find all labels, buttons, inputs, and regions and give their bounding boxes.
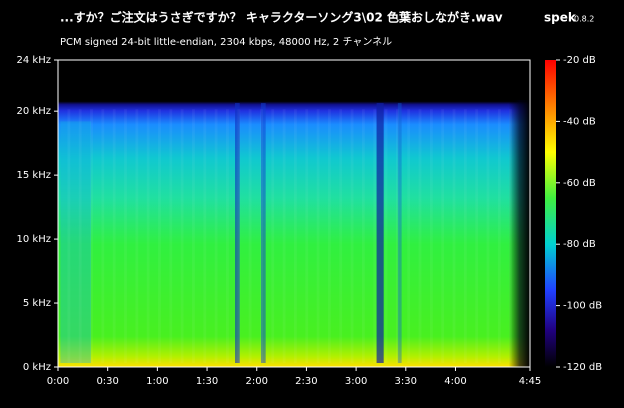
x-tick-label: 4:45 [519, 376, 541, 387]
title: ...すか？ご注文はうさぎですか？ キャラクターソング3\02 色葉おしながき.… [60, 10, 503, 25]
spectrogram-band [486, 109, 490, 364]
spectrogram-band [169, 109, 173, 364]
x-tick-label: 0:30 [96, 376, 118, 387]
colorbar-label: -120 dB [563, 362, 602, 373]
spectrogram-body [58, 60, 530, 367]
plot-frame [57, 59, 531, 368]
y-tick-label: 0 kHz [23, 362, 51, 373]
spectrogram-band [397, 102, 402, 363]
spectrogram-band [180, 109, 184, 364]
spectrogram-band [226, 109, 229, 364]
spectrogram-band [90, 109, 93, 364]
spectrogram-band [327, 109, 331, 364]
spectrogram-band [475, 109, 479, 364]
x-tick-label: 0:00 [47, 376, 69, 387]
spectrogram-band [78, 109, 82, 364]
spectrogram-band [158, 109, 161, 364]
spectrogram-band [271, 109, 275, 364]
spectrogram-band [60, 121, 92, 364]
app-version: 0.8.2 [574, 15, 594, 24]
spectrogram-band [418, 109, 422, 364]
spectrogram-band [441, 109, 445, 364]
x-tick-label: 1:00 [146, 376, 168, 387]
colorbar-label: -80 dB [563, 239, 596, 250]
spectrogram-band [101, 109, 105, 364]
spectrogram-band [350, 109, 354, 364]
spectrogram-band [112, 109, 116, 364]
colorbar-label: -20 dB [563, 55, 596, 66]
x-tick-label: 2:00 [246, 376, 268, 387]
spectrogram-band [124, 109, 127, 364]
spectrogram-band [135, 109, 139, 364]
y-tick-label: 20 kHz [17, 106, 51, 117]
spectrogram-band [146, 109, 150, 364]
spectrogram-band [429, 109, 433, 364]
x-tick-label: 3:30 [395, 376, 417, 387]
spectrogram-band [339, 109, 343, 364]
subtitle: PCM signed 24-bit little-endian, 2304 kb… [60, 36, 392, 48]
y-tick-label: 10 kHz [17, 234, 51, 245]
spectrogram-band [395, 109, 399, 364]
app-name: spek [544, 11, 577, 25]
spectrogram-band [260, 109, 263, 364]
spectrogram-band [294, 109, 297, 364]
y-tick-label: 5 kHz [23, 298, 51, 309]
spectrogram-fade [508, 99, 530, 367]
spectrogram-band [305, 109, 309, 364]
spectrogram-band [463, 109, 467, 364]
colorbar-label: -60 dB [563, 178, 596, 189]
spectrogram-band [361, 109, 365, 364]
spectrogram-band [452, 109, 456, 364]
spectrogram-band [407, 109, 411, 364]
spectrogram-band [235, 102, 240, 363]
spectrogram-band [203, 109, 207, 364]
colorbar [545, 60, 556, 367]
spectrogram-band [384, 109, 388, 364]
spectrogram-band [316, 109, 320, 364]
spectrogram-band [237, 109, 241, 364]
spectrogram-band [192, 109, 195, 364]
spectrogram-band [214, 109, 218, 364]
spectrogram [58, 60, 530, 367]
spectrogram-band [260, 102, 266, 363]
y-tick-label: 24 kHz [17, 55, 51, 66]
spectrogram-band [282, 109, 286, 364]
x-tick-label: 1:30 [196, 376, 218, 387]
x-tick-label: 3:00 [345, 376, 367, 387]
colorbar-label: -100 dB [563, 301, 602, 312]
spectrogram-band [373, 109, 377, 364]
colorbar-label: -40 dB [563, 116, 596, 127]
x-tick-label: 4:00 [444, 376, 466, 387]
x-tick-label: 2:30 [295, 376, 317, 387]
spectrogram-band [497, 109, 501, 364]
spectrogram-band [248, 109, 252, 364]
spectrogram-band [376, 102, 384, 363]
spectrogram-band [67, 109, 71, 364]
y-tick-label: 15 kHz [17, 170, 51, 181]
